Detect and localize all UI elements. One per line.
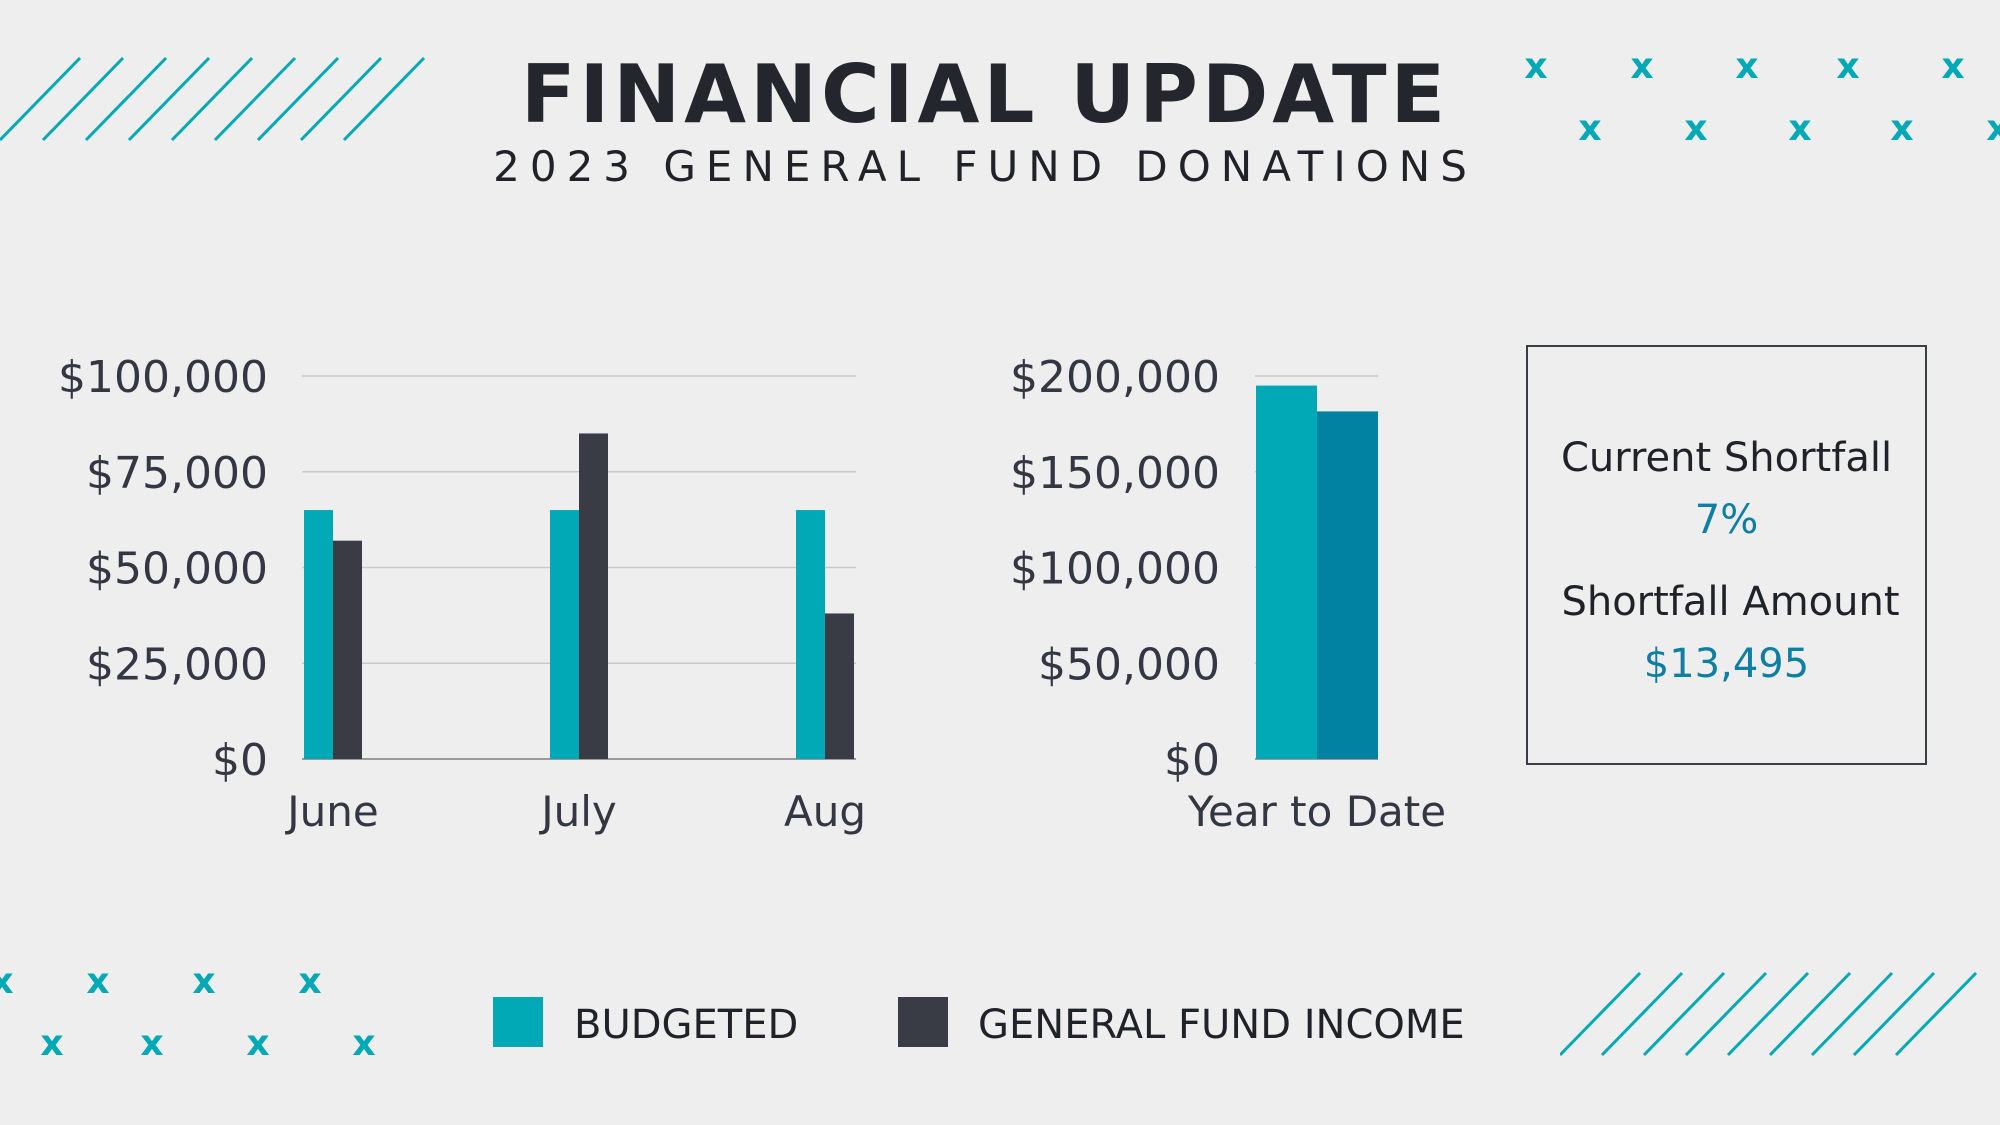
decorative-x-mark: x [192, 961, 215, 1002]
y-tick-label: $75,000 [86, 448, 268, 499]
x-tick-label: Aug [784, 787, 866, 836]
y-tick-label: $0 [1164, 735, 1220, 786]
decorative-stripe [1726, 971, 1810, 1057]
x-tick-label: Year to Date [1187, 787, 1446, 836]
decorative-stripe [256, 56, 340, 142]
x-tick-label: July [538, 787, 617, 836]
decorative-stripe [299, 56, 383, 142]
decorative-stripe [1768, 971, 1852, 1057]
bar-general-fund-income-july [579, 433, 608, 759]
decorative-x-mark: x [246, 1023, 269, 1064]
page-title: FINANCIAL UPDATE [520, 48, 1450, 141]
legend-label-budgeted: BUDGETED [574, 1002, 799, 1048]
y-tick-label: $100,000 [1010, 544, 1220, 595]
y-tick-label: $0 [212, 735, 268, 786]
x-tick-label: June [284, 787, 378, 836]
decorative-x-mark: x [1578, 108, 1601, 149]
decorative-x-mark: x [1684, 108, 1707, 149]
decorative-stripe [1810, 971, 1894, 1057]
y-tick-label: $100,000 [58, 352, 268, 403]
bar-general-fund-income-aug [825, 613, 854, 759]
decorative-stripe [342, 56, 426, 142]
shortfall-amount-value: $13,495 [1643, 641, 1810, 687]
decorative-x-mark: x [1836, 46, 1859, 87]
decorative-stripe [41, 56, 125, 142]
page-subtitle: 2023 GENERAL FUND DONATIONS [493, 142, 1477, 191]
y-tick-label: $200,000 [1010, 352, 1220, 403]
shortfall-summary-card: Current Shortfall 7% Shortfall Amount $1… [1526, 345, 1927, 765]
decorative-x-pattern-bottom-left: x x x xx x x x [0, 961, 376, 1064]
bar-budgeted-aug [796, 510, 825, 759]
decorative-x-mark: x [1735, 46, 1758, 87]
decorative-stripe [84, 56, 168, 142]
decorative-stripe [213, 56, 297, 142]
decorative-stripe [1642, 971, 1726, 1057]
decorative-x-mark: x [86, 961, 109, 1002]
bar-budgeted-july [550, 510, 579, 759]
decorative-x-mark: x [352, 1023, 375, 1064]
current-shortfall-value: 7% [1694, 497, 1759, 543]
decorative-stripe [170, 56, 254, 142]
bar-budgeted-june [304, 510, 333, 759]
decorative-stripe [0, 56, 82, 142]
decorative-stripe [1894, 971, 1978, 1057]
legend-swatch-budgeted [493, 997, 543, 1047]
y-tick-label: $50,000 [86, 544, 268, 595]
decorative-x-mark: x [298, 961, 321, 1002]
shortfall-amount-label: Shortfall Amount [1561, 579, 1900, 625]
decorative-x-mark: x [0, 961, 14, 1002]
decorative-x-mark: x [1788, 108, 1811, 149]
decorative-x-mark: x [1986, 108, 2000, 149]
bar-budgeted-year-to-date [1256, 385, 1317, 759]
legend-swatch-general-fund-income [898, 997, 948, 1047]
bar-general-fund-income-year-to-date [1317, 411, 1378, 759]
monthly-donations-chart: $0 $25,000 $50,000 $75,000 $100,000 June July A… [58, 352, 866, 836]
legend-label-general-fund-income: GENERAL FUND INCOME [978, 1002, 1465, 1048]
decorative-x-mark: x [40, 1023, 63, 1064]
decorative-stripe [127, 56, 211, 142]
decorative-stripe [1684, 971, 1768, 1057]
decorative-x-mark: x [140, 1023, 163, 1064]
decorative-stripe [1600, 971, 1684, 1057]
decorative-stripe [1852, 971, 1936, 1057]
decorative-stripes-bottom-right [1560, 971, 1978, 1057]
y-tick-label: $50,000 [1038, 639, 1220, 690]
decorative-x-mark: x [1890, 108, 1913, 149]
decorative-x-mark: x [1941, 46, 1964, 87]
year-to-date-chart: $0 $50,000 $100,000 $150,000 $200,000 Year to… [1010, 352, 1446, 836]
y-tick-label: $25,000 [86, 639, 268, 690]
y-tick-label: $150,000 [1010, 448, 1220, 499]
current-shortfall-label: Current Shortfall [1560, 435, 1893, 481]
decorative-stripe [1560, 971, 1642, 1057]
decorative-x-pattern-top-right: x x x x xx x x x x [1524, 46, 2000, 149]
decorative-stripes-top-left [0, 56, 426, 142]
decorative-x-mark: x [1524, 46, 1547, 87]
decorative-x-mark: x [1630, 46, 1653, 87]
bar-general-fund-income-june [333, 540, 362, 759]
